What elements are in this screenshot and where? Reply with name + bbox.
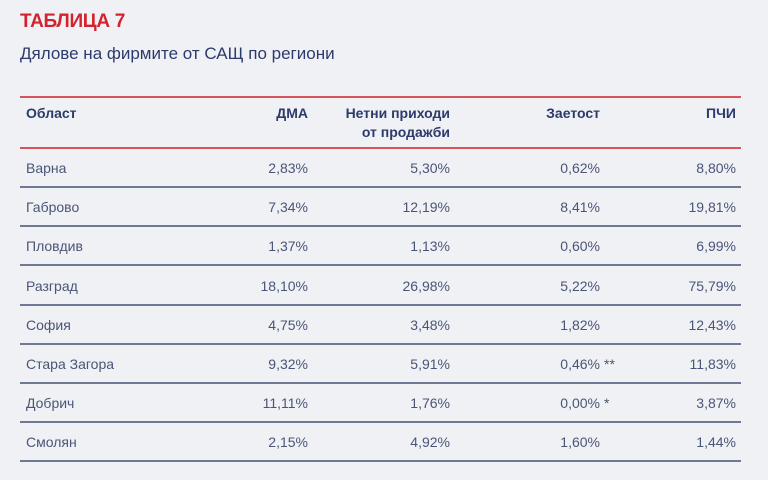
col-header-employment: Заетост (546, 105, 600, 121)
cell-sales: 3,48% (410, 316, 450, 333)
cell-dma: 1,37% (268, 238, 308, 255)
row-rule (20, 342, 741, 345)
cell-fdi: 8,80% (696, 160, 736, 176)
employment-value: 0,00% (560, 395, 600, 412)
cell-region: Добрич (26, 395, 75, 412)
cell-region: Варна (26, 160, 67, 176)
cell-region: Разград (26, 277, 78, 294)
employment-value: 5,22% (560, 277, 600, 294)
cell-region: София (26, 316, 71, 333)
footnote-marker: * (604, 395, 610, 412)
cell-employment: 0,46% ** (560, 355, 615, 373)
cell-fdi: 12,43% (688, 316, 736, 333)
cell-sales: 5,91% (410, 356, 450, 372)
cell-sales: 26,98% (402, 277, 450, 294)
row-rule (20, 460, 741, 463)
table-caption: Дялове на фирмите от САЩ по региони (20, 44, 335, 63)
cell-dma: 11,11% (262, 395, 308, 412)
cell-employment: 1,60% (560, 433, 600, 451)
cell-dma: 9,32% (268, 356, 308, 372)
row-rule (20, 421, 741, 424)
row-rule (20, 303, 741, 306)
header-top-rule (20, 96, 741, 98)
employment-value: 8,41% (560, 199, 600, 216)
cell-sales: 4,92% (410, 434, 450, 451)
cell-employment: 0,62% (560, 159, 600, 177)
row-rule (20, 264, 741, 267)
col-header-fdi: ПЧИ (706, 105, 736, 121)
cell-fdi: 19,81% (688, 199, 736, 216)
cell-employment: 0,60% (560, 237, 600, 255)
cell-dma: 18,10% (260, 277, 308, 294)
col-header-sales-line2: от продажби (361, 124, 450, 140)
row-rule (20, 382, 741, 384)
cell-region: Габрово (26, 199, 80, 216)
cell-region: Смолян (26, 434, 77, 451)
cell-employment: 0,00% * (560, 394, 609, 412)
cell-fdi: 75,79% (688, 277, 736, 294)
cell-fdi: 1,44% (696, 434, 736, 451)
col-header-sales: Нетни приходи от продажби (346, 104, 450, 142)
employment-value: 1,60% (560, 434, 600, 451)
employment-value: 1,82% (560, 316, 600, 333)
cell-dma: 2,15% (268, 434, 308, 451)
cell-dma: 7,34% (268, 199, 308, 216)
cell-employment: 1,82% (560, 316, 600, 334)
cell-dma: 4,75% (268, 316, 308, 333)
page: ТАБЛИЦА 7 Дялове на фирмите от САЩ по ре… (0, 0, 768, 480)
col-header-sales-line1: Нетни приходи (345, 105, 450, 121)
employment-value: 0,46% (560, 356, 600, 372)
cell-employment: 8,41% (560, 198, 600, 216)
table-number: ТАБЛИЦА 7 (20, 11, 126, 32)
header-bottom-rule (20, 147, 741, 149)
cell-fdi: 3,87% (696, 395, 736, 412)
cell-fdi: 6,99% (696, 238, 736, 255)
cell-employment: 5,22% (560, 277, 600, 295)
cell-sales: 12,19% (402, 199, 450, 216)
cell-fdi: 11,83% (689, 356, 736, 372)
cell-sales: 1,13% (410, 238, 450, 255)
col-header-dma: ДМА (276, 105, 308, 121)
employment-value: 0,60% (560, 238, 600, 255)
employment-value: 0,62% (560, 160, 600, 176)
cell-sales: 5,30% (410, 160, 450, 176)
cell-sales: 1,76% (410, 395, 450, 412)
cell-region: Пловдив (26, 238, 83, 255)
cell-region: Стара Загора (26, 356, 115, 372)
cell-dma: 2,83% (268, 160, 308, 176)
row-rule (20, 186, 741, 188)
footnote-marker: ** (604, 356, 615, 372)
col-header-region: Област (26, 105, 77, 121)
row-rule (20, 225, 741, 228)
